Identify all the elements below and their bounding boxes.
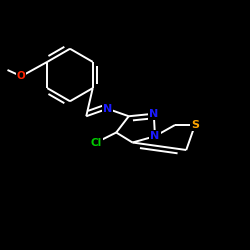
- Text: N: N: [103, 104, 112, 114]
- Text: N: N: [150, 131, 160, 141]
- Text: S: S: [191, 120, 199, 130]
- Text: N: N: [149, 109, 158, 119]
- Text: Cl: Cl: [90, 138, 102, 147]
- Text: O: O: [17, 71, 26, 81]
